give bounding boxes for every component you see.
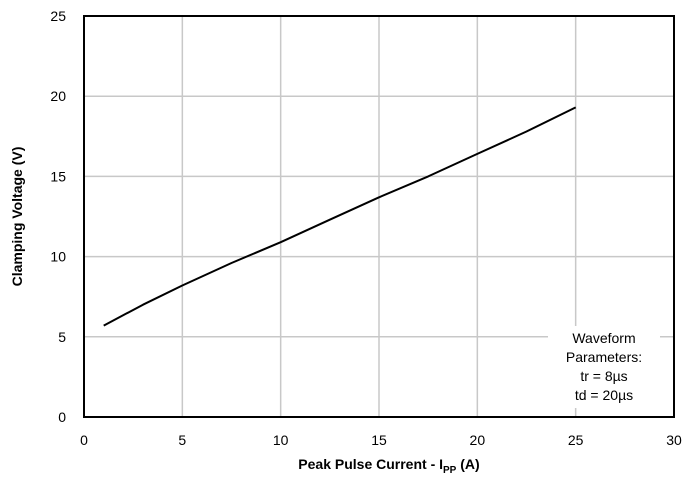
x-axis-label: Peak Pulse Current - IPP (A)	[298, 456, 479, 476]
y-axis-label: Clamping Voltage (V)	[9, 147, 25, 287]
x-tick-label: 20	[470, 432, 486, 448]
x-tick-label: 30	[666, 432, 682, 448]
x-axis-label-unit: (A)	[456, 456, 479, 472]
series-line	[103, 106, 577, 327]
plot-frame	[83, 15, 675, 418]
y-tick-label: 15	[50, 168, 66, 184]
x-tick-label: 5	[178, 432, 186, 448]
waveform-parameters-note: Waveform Parameters: tr = 8µs td = 20µs	[548, 326, 660, 408]
y-tick-label: 5	[58, 329, 66, 345]
note-background	[548, 326, 660, 408]
x-axis-label-main: Peak Pulse Current - I	[298, 456, 443, 472]
x-tick-label: 25	[568, 432, 584, 448]
x-axis-label-subscript: PP	[443, 465, 457, 476]
y-tick-label: 25	[50, 8, 66, 24]
x-tick-label: 10	[273, 432, 289, 448]
note-line: td = 20µs	[575, 387, 633, 403]
series-layer	[103, 106, 577, 327]
note-line: Parameters:	[566, 349, 642, 365]
y-tick-label: 0	[58, 409, 66, 425]
y-tick-label: 20	[50, 88, 66, 104]
y-tick-labels: 0 5 10 15 20 25	[50, 8, 66, 425]
x-tick-labels: 0 5 10 15 20 25 30	[80, 432, 682, 448]
note-line: tr = 8µs	[580, 368, 627, 384]
x-tick-label: 0	[80, 432, 88, 448]
x-tick-label: 15	[371, 432, 387, 448]
note-line: Waveform	[572, 330, 635, 346]
y-tick-label: 10	[50, 249, 66, 265]
